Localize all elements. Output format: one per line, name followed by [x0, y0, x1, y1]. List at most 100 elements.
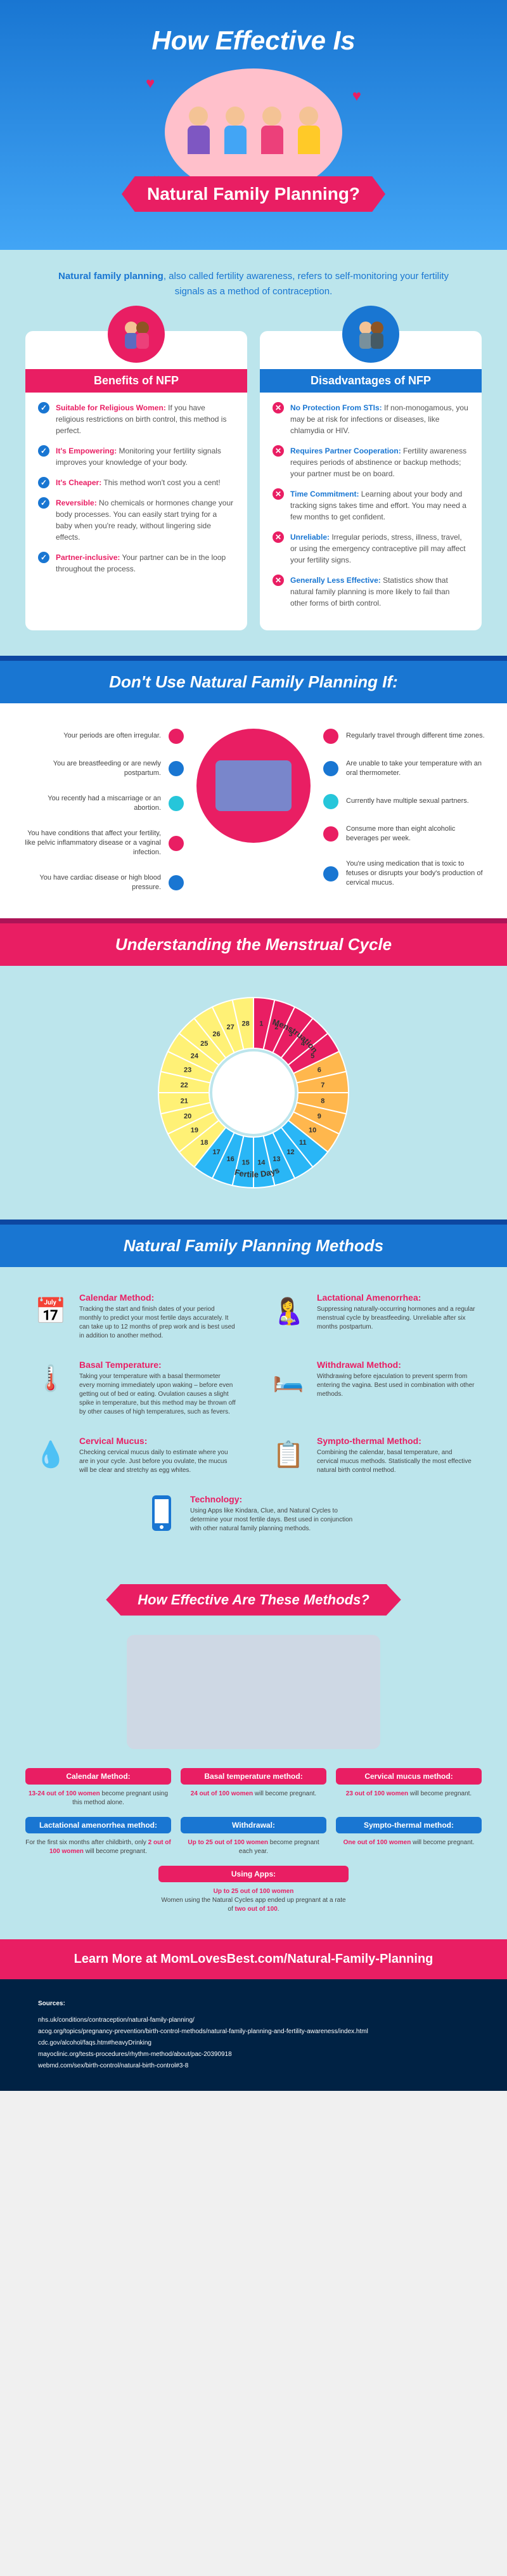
svg-text:7: 7 — [321, 1081, 324, 1089]
svg-text:28: 28 — [242, 1020, 250, 1027]
source-line: nhs.uk/conditions/contraception/natural-… — [38, 2015, 469, 2026]
disadvantage-item: ✕No Protection From STIs: If non-monogam… — [273, 402, 469, 436]
benefit-item: ✓Partner-inclusive: Your partner can be … — [38, 552, 234, 575]
method-item: 📅Calendar Method:Tracking the start and … — [32, 1292, 238, 1341]
dont-use-center-wrap — [190, 729, 317, 843]
svg-text:16: 16 — [227, 1155, 234, 1162]
cross-icon: ✕ — [273, 488, 284, 500]
disadvantage-item: ✕Time Commitment: Learning about your bo… — [273, 488, 469, 523]
effectiveness-banner: How Effective Are These Methods? — [25, 1584, 482, 1616]
method-icon: 🌡️ — [32, 1360, 70, 1398]
benefits-box: Benefits of NFP ✓Suitable for Religious … — [25, 331, 247, 630]
dont-use-item: You recently had a miscarriage or an abo… — [19, 794, 184, 814]
method-desc: Checking cervical mucus daily to estimat… — [79, 1448, 238, 1475]
svg-text:6: 6 — [318, 1066, 321, 1074]
family-people — [183, 107, 324, 157]
source-line: cdc.gov/alcohol/faqs.htm#heavyDrinking — [38, 2038, 469, 2049]
svg-text:19: 19 — [191, 1126, 198, 1134]
header-banner: Natural Family Planning? — [122, 176, 385, 212]
check-icon: ✓ — [38, 402, 49, 413]
effect-label: Sympto-thermal method: — [336, 1817, 482, 1833]
benefit-item: ✓It's Empowering: Monitoring your fertil… — [38, 445, 234, 468]
dont-use-left: Your periods are often irregular. You are… — [19, 729, 184, 893]
benefit-item: ✓Suitable for Religious Women: If you ha… — [38, 402, 234, 436]
dont-use-item: Consume more than eight alcoholic bevera… — [323, 824, 488, 844]
dot-icon — [169, 836, 184, 851]
dont-use-item: Your periods are often irregular. — [19, 729, 184, 744]
dont-use-title: Don't Use Natural Family Planning If: — [11, 672, 496, 692]
header-section: How Effective Is ♥ ♥ ♥ Natural Family Pl… — [0, 0, 507, 250]
effect-label: Lactational amenorrhea method: — [25, 1817, 171, 1833]
effect-text: 13-24 out of 100 women become pregnant u… — [25, 1790, 171, 1807]
method-icon: 🤱 — [269, 1292, 307, 1330]
check-icon: ✓ — [38, 497, 49, 509]
effectiveness-title: How Effective Are These Methods? — [106, 1584, 401, 1616]
benefits-title: Benefits of NFP — [30, 374, 242, 387]
dont-use-right: Regularly travel through different time … — [323, 729, 488, 888]
benefits-icon — [108, 306, 165, 363]
cross-icon: ✕ — [273, 402, 284, 413]
effect-text: 24 out of 100 women will become pregnant… — [181, 1790, 326, 1799]
svg-text:24: 24 — [191, 1052, 199, 1060]
intro-bold: Natural family planning — [58, 271, 164, 282]
benefit-item: ✓Reversible: No chemicals or hormones ch… — [38, 497, 234, 543]
methods-grid: 📅Calendar Method:Tracking the start and … — [32, 1292, 475, 1475]
method-desc: Combining the calendar, basal temperatur… — [317, 1448, 475, 1475]
phone-icon — [143, 1494, 181, 1532]
svg-text:18: 18 — [200, 1138, 208, 1146]
dont-use-section: Your periods are often irregular. You are… — [0, 703, 507, 918]
infographic-root: How Effective Is ♥ ♥ ♥ Natural Family Pl… — [0, 0, 507, 2091]
heart-icon: ♥ — [146, 75, 155, 93]
method-icon: 🛏️ — [269, 1360, 307, 1398]
method-item: 🌡️Basal Temperature:Taking your temperat… — [32, 1360, 238, 1417]
source-line: acog.org/topics/pregnancy-prevention/bir… — [38, 2026, 469, 2038]
disadvantages-box: Disadvantages of NFP ✕No Protection From… — [260, 331, 482, 630]
effect-label: Cervical mucus method: — [336, 1768, 482, 1785]
method-icon: 📋 — [269, 1436, 307, 1474]
method-item: 🛏️Withdrawal Method:Withdrawing before e… — [269, 1360, 475, 1417]
effect-label: Calendar Method: — [25, 1768, 171, 1785]
effect-label: Withdrawal: — [181, 1817, 326, 1833]
source-line: mayoclinic.org/tests-procedures/rhythm-m… — [38, 2049, 469, 2060]
method-title: Sympto-thermal Method: — [317, 1436, 475, 1446]
effect-box: Lactational amenorrhea method: For the fi… — [25, 1817, 171, 1856]
method-item: 💧Cervical Mucus:Checking cervical mucus … — [32, 1436, 238, 1475]
effect-text: 23 out of 100 women will become pregnant… — [336, 1790, 482, 1799]
sources-section: Sources: nhs.uk/conditions/contraception… — [0, 1979, 507, 2091]
effectiveness-row2: Lactational amenorrhea method: For the fi… — [25, 1817, 482, 1856]
method-desc: Tracking the start and finish dates of y… — [79, 1305, 238, 1341]
svg-text:9: 9 — [318, 1112, 321, 1120]
dot-icon — [323, 866, 338, 881]
intro-text: Natural family planning, also called fer… — [0, 250, 507, 318]
dont-use-banner: Don't Use Natural Family Planning If: — [0, 656, 507, 703]
svg-text:23: 23 — [184, 1066, 191, 1074]
svg-text:1: 1 — [259, 1020, 263, 1027]
effect-box: Withdrawal:Up to 25 out of 100 women bec… — [181, 1817, 326, 1856]
svg-text:10: 10 — [309, 1126, 316, 1134]
disadvantages-list: ✕No Protection From STIs: If non-monogam… — [273, 402, 469, 609]
dot-icon — [323, 826, 338, 842]
dot-icon — [169, 875, 184, 890]
benefit-item: ✓It's Cheaper: This method won't cost yo… — [38, 477, 234, 488]
effect-box: Basal temperature method:24 out of 100 w… — [181, 1768, 326, 1807]
dot-icon — [169, 729, 184, 744]
bed-icon — [215, 760, 292, 811]
pros-cons-section: Benefits of NFP ✓Suitable for Religious … — [0, 318, 507, 656]
method-title: Cervical Mucus: — [79, 1436, 238, 1446]
disadvantage-item: ✕Unreliable: Irregular periods, stress, … — [273, 531, 469, 566]
apps-label: Using Apps: — [158, 1866, 349, 1882]
method-title: Calendar Method: — [79, 1292, 238, 1303]
dont-use-item: You're using medication that is toxic to… — [323, 859, 488, 888]
disadvantages-title: Disadvantages of NFP — [265, 374, 477, 387]
dont-use-item: Currently have multiple sexual partners. — [323, 794, 488, 809]
cross-icon: ✕ — [273, 445, 284, 457]
sources-title: Sources: — [38, 1998, 469, 2010]
dont-use-item: You are breastfeeding or are newly postp… — [19, 759, 184, 779]
svg-text:20: 20 — [184, 1112, 191, 1120]
effect-box: Calendar Method: 13-24 out of 100 women b… — [25, 1768, 171, 1807]
svg-text:13: 13 — [273, 1155, 280, 1162]
effectiveness-apps: Using Apps: Up to 25 out of 100 women Wo… — [158, 1866, 349, 1914]
cross-icon: ✕ — [273, 575, 284, 586]
svg-text:8: 8 — [321, 1097, 324, 1105]
effect-text: For the first six months after childbirt… — [25, 1838, 171, 1856]
